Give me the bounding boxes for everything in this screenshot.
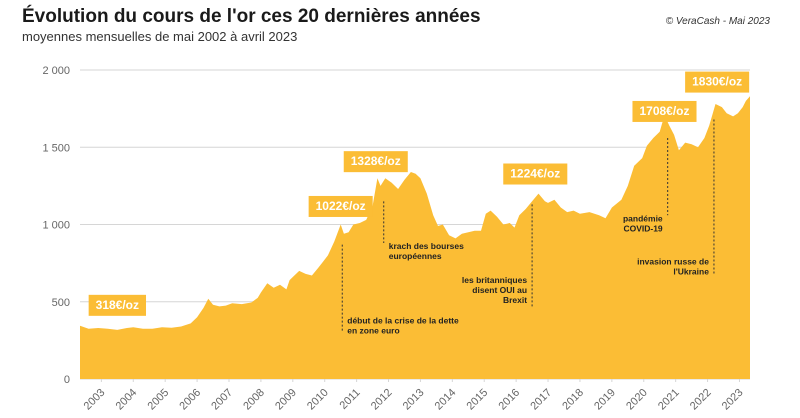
y-tick-label: 0 bbox=[64, 374, 70, 386]
annotation-text: les britanniques bbox=[462, 275, 527, 285]
value-label-box bbox=[685, 71, 750, 93]
x-tick-label: 2005 bbox=[146, 387, 172, 413]
y-tick-label: 1 500 bbox=[42, 142, 70, 154]
chart-subtitle: moyennes mensuelles de mai 2002 à avril … bbox=[22, 29, 298, 44]
x-tick-label: 2009 bbox=[273, 387, 299, 413]
value-label-text: 1328€/oz bbox=[351, 154, 401, 168]
x-tick-label: 2021 bbox=[656, 387, 682, 413]
x-tick-label: 2023 bbox=[720, 387, 746, 413]
value-label-text: 1224€/oz bbox=[510, 167, 560, 181]
x-tick-label: 2017 bbox=[528, 387, 554, 413]
x-tick-label: 2004 bbox=[114, 387, 140, 413]
x-tick-label: 2013 bbox=[401, 387, 427, 413]
value-label-text: 1708€/oz bbox=[639, 104, 689, 118]
x-tick-label: 2015 bbox=[465, 387, 491, 413]
x-tick-label: 2011 bbox=[338, 387, 363, 412]
annotation-text: disent OUI au bbox=[472, 285, 527, 295]
value-label-text: 1022€/oz bbox=[316, 199, 366, 213]
value-label-text: 318€/oz bbox=[96, 298, 139, 312]
value-label-box bbox=[88, 294, 147, 316]
x-tick-label: 2008 bbox=[241, 387, 267, 413]
area-series-gold bbox=[80, 96, 750, 380]
annotation-text: début de la crise de la dette bbox=[347, 315, 459, 325]
value-label-group: 318€/oz 1022€/oz 1328€/oz 1224€/oz 1708€/oz 1… bbox=[88, 71, 750, 316]
annotation-text: krach des bourses bbox=[389, 241, 464, 251]
annotation-text: COVID-19 bbox=[623, 223, 662, 233]
x-tick-label: 2003 bbox=[82, 387, 108, 413]
annotation-text: en zone euro bbox=[347, 325, 399, 335]
value-label-box bbox=[308, 195, 373, 217]
chart-title: Évolution du cours de l'or ces 20 derniè… bbox=[22, 6, 481, 27]
chart-credit: © VeraCash - Mai 2023 bbox=[665, 16, 770, 27]
annotation-text: invasion russe de bbox=[637, 257, 709, 267]
x-tick-label: 2020 bbox=[624, 387, 650, 413]
annotation-text: l'Ukraine bbox=[673, 267, 709, 277]
x-tick-label: 2018 bbox=[560, 387, 586, 413]
area-group bbox=[80, 96, 750, 380]
annotation-text: pandémie bbox=[623, 213, 663, 223]
x-tick-label: 2012 bbox=[369, 387, 395, 413]
x-tick-label: 2022 bbox=[688, 387, 714, 413]
x-tick-label: 2019 bbox=[592, 387, 618, 413]
annotation-text: européennes bbox=[389, 251, 442, 261]
x-tick-label: 2007 bbox=[209, 387, 235, 413]
x-tick-label: 2010 bbox=[305, 387, 331, 413]
x-tick-label: 2016 bbox=[496, 387, 522, 413]
y-tick-label: 500 bbox=[52, 297, 70, 309]
value-label-text: 1830€/oz bbox=[692, 75, 742, 89]
value-label-box bbox=[503, 163, 568, 185]
x-tick-label: 2006 bbox=[177, 387, 203, 413]
value-label-box bbox=[632, 100, 697, 122]
value-label-box bbox=[343, 151, 408, 173]
y-tick-label: 2 000 bbox=[42, 65, 70, 77]
y-tick-label: 1 000 bbox=[42, 220, 70, 232]
x-tick-label: 2014 bbox=[433, 387, 459, 413]
annotation-text: Brexit bbox=[503, 295, 527, 305]
